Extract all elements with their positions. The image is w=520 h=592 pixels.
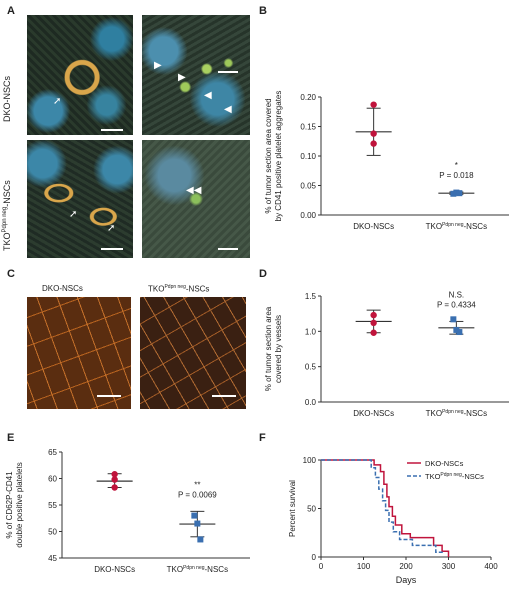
- arrow-icon: ➚: [53, 96, 62, 107]
- chart-b: 0.00 0.05 0.10 0.15 0.20 % of tumor section a…: [264, 91, 509, 231]
- y-tick-label: 0.05: [300, 182, 316, 191]
- p-value-label: P = 0.018: [439, 171, 474, 180]
- y-tick-label: 50: [48, 528, 57, 537]
- significance-mark: **: [194, 480, 200, 489]
- micrograph-c-right: [140, 297, 246, 409]
- data-point: [450, 316, 457, 323]
- data-point: [370, 130, 377, 137]
- data-point: [111, 476, 118, 483]
- y-tick-label: 45: [48, 554, 57, 563]
- y-axis-label: double positive platelets: [15, 462, 24, 547]
- x-tick-label: TKOPdpn neg-NSCs: [426, 222, 487, 231]
- chart-e: 45 50 55 60 65 % of CD62P-CD41 double positive…: [5, 448, 250, 574]
- x-tick-label: TKOPdpn neg-NSCs: [426, 409, 487, 418]
- micrograph-a-bottom-right: ◀◀: [142, 140, 250, 258]
- p-value-label: P = 0.0069: [178, 490, 217, 499]
- panel-letter-e: E: [7, 432, 15, 444]
- data-point: [456, 190, 463, 197]
- y-tick-label: 1.0: [305, 327, 317, 336]
- scale-bar: [97, 395, 121, 397]
- y-tick-label: 65: [48, 448, 57, 457]
- data-point: [111, 484, 118, 491]
- y-axis-label: Percent survival: [288, 480, 297, 537]
- x-tick-label: TKOPdpn neg-NSCs: [167, 565, 228, 574]
- data-point: [194, 520, 201, 527]
- x-tick-label: DKO-NSCs: [94, 565, 135, 574]
- y-axis-label: covered by vessels: [274, 315, 283, 383]
- arrowhead-icon: ◀: [204, 90, 212, 101]
- arrowhead-icon: ◀◀: [186, 185, 202, 196]
- arrow-icon: ➚: [69, 209, 78, 220]
- data-point: [453, 326, 460, 333]
- y-tick-label: 0.15: [300, 123, 316, 132]
- data-point: [370, 140, 377, 147]
- data-point: [111, 471, 118, 478]
- data-point: [370, 319, 377, 327]
- micrograph-a-bottom-left: ➚ ➚: [27, 140, 133, 258]
- panel-letter-f: F: [259, 432, 266, 444]
- x-tick-label: 200: [399, 562, 413, 571]
- scale-bar: [218, 71, 238, 73]
- data-point: [450, 190, 457, 197]
- y-tick-label: 50: [307, 505, 316, 514]
- chart-f: 0 100 200 300 400 0 50 100 Days Percent survival D…: [288, 456, 498, 585]
- x-tick-label: 400: [484, 562, 498, 571]
- p-value-label: P = 0.4334: [437, 300, 476, 309]
- y-tick-label: 60: [48, 475, 57, 484]
- panel-letter-c: C: [7, 268, 15, 280]
- y-tick-label: 1.5: [305, 292, 317, 301]
- legend-label-dko: DKO-NSCs: [425, 459, 464, 468]
- data-point: [456, 329, 463, 336]
- y-tick-label: 55: [48, 501, 57, 510]
- data-point: [370, 101, 377, 108]
- arrow-icon: ➚: [107, 223, 116, 234]
- panel-letter-d: D: [259, 268, 267, 280]
- survival-line-tko: [321, 459, 445, 553]
- panel-letter-b: B: [259, 5, 267, 17]
- x-axis-label: Days: [396, 575, 417, 585]
- micrograph-a-top-right: ▶ ▶ ◀ ◀: [142, 15, 250, 135]
- col-label-tko: TKOPdpn neg-NSCs: [148, 284, 210, 294]
- y-axis-label: % of tumor section area: [264, 306, 273, 391]
- y-tick-label: 0.10: [300, 152, 316, 161]
- y-axis-label: % of tumor section area covered: [264, 98, 273, 213]
- y-tick-label: 0.00: [300, 211, 316, 220]
- x-tick-label: DKO-NSCs: [353, 222, 394, 231]
- y-tick-label: 0.0: [305, 398, 317, 407]
- y-axis-label: by CD41 positive platelet aggregates: [274, 91, 283, 222]
- arrowhead-icon: ◀: [224, 104, 232, 115]
- x-tick-label: 300: [442, 562, 456, 571]
- y-axis-label: % of CD62P-CD41: [5, 471, 14, 539]
- y-tick-label: 0.20: [300, 93, 316, 102]
- row-label-tko: TKOPdpn neg-NSCs: [2, 180, 12, 251]
- data-point: [453, 189, 460, 196]
- x-tick-label: 0: [319, 562, 324, 571]
- scale-bar: [218, 248, 238, 250]
- micrograph-c-left: [27, 297, 131, 409]
- scale-bar: [212, 395, 236, 397]
- scale-bar: [101, 248, 123, 250]
- y-tick-label: 0.5: [305, 363, 317, 372]
- panel-letter-a: A: [7, 5, 15, 17]
- row-label-dko: DKO-NSCs: [2, 75, 12, 122]
- legend-label-tko: TKOPdpn neg-NSCs: [425, 472, 484, 481]
- data-point: [191, 512, 198, 519]
- scale-bar: [101, 129, 123, 131]
- arrowhead-icon: ▶: [178, 72, 186, 83]
- arrowhead-icon: ▶: [154, 60, 162, 71]
- y-tick-label: 0: [312, 553, 317, 562]
- x-tick-label: 100: [357, 562, 371, 571]
- y-tick-label: 100: [303, 456, 317, 465]
- significance-mark: N.S.: [449, 290, 465, 299]
- data-point: [197, 536, 204, 543]
- data-point: [370, 329, 377, 336]
- micrograph-a-top-left: ➚: [27, 15, 133, 135]
- col-label-dko: DKO-NSCs: [42, 284, 83, 293]
- data-point: [370, 311, 377, 319]
- significance-mark: *: [455, 161, 458, 170]
- chart-d: 0.0 0.5 1.0 1.5 % of tumor section area cover…: [264, 290, 509, 418]
- x-tick-label: DKO-NSCs: [353, 409, 394, 418]
